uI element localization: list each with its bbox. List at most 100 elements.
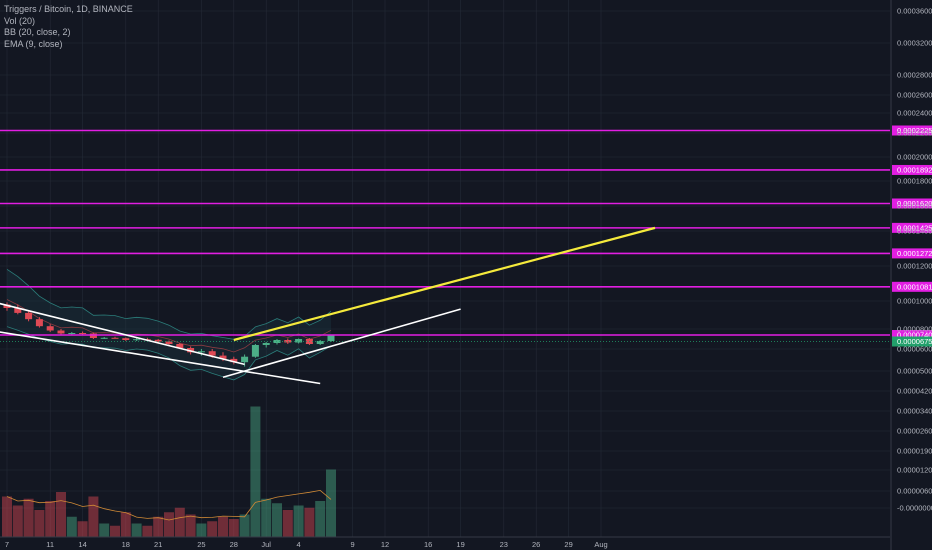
price-level-label: 0.0001081 xyxy=(897,282,932,291)
y-tick-label: -0.0000000 xyxy=(897,504,932,513)
y-tick-label: 0.0000600 xyxy=(897,345,932,354)
volume-bar[interactable] xyxy=(315,501,326,537)
candle[interactable] xyxy=(154,339,162,342)
candle[interactable] xyxy=(230,358,238,363)
candle[interactable] xyxy=(122,338,130,340)
trendline-white[interactable] xyxy=(0,302,245,366)
volume-bar[interactable] xyxy=(250,406,261,538)
candle[interactable] xyxy=(241,356,249,363)
candle[interactable] xyxy=(251,345,259,357)
candle[interactable] xyxy=(79,333,87,334)
legend-ema[interactable]: EMA (9, close) xyxy=(4,38,63,49)
current-price-label: 0.0000675 xyxy=(897,337,932,346)
y-tick-label: 0.0002400 xyxy=(897,109,932,118)
x-tick-label: 29 xyxy=(564,540,572,549)
price-level-label: 0.0001425 xyxy=(897,223,932,232)
volume-bar[interactable] xyxy=(304,507,315,537)
volume-bar[interactable] xyxy=(164,512,174,537)
candle[interactable] xyxy=(197,351,205,353)
candle[interactable] xyxy=(187,348,195,353)
candle[interactable] xyxy=(176,344,184,348)
price-level-tag xyxy=(892,248,932,259)
candle[interactable] xyxy=(316,341,324,344)
legend-bb[interactable]: BB (20, close, 2) xyxy=(4,27,71,37)
volume-bar[interactable] xyxy=(45,501,56,537)
trendline-white[interactable] xyxy=(0,331,321,385)
x-tick-label: 16 xyxy=(424,540,432,549)
volume-bar[interactable] xyxy=(153,516,164,537)
y-tick-label: 0.0000190 xyxy=(897,447,932,456)
volume-bar[interactable] xyxy=(272,503,282,537)
volume-bar[interactable] xyxy=(196,523,207,538)
price-level-label: 0.0001272 xyxy=(897,249,932,258)
volume-bar[interactable] xyxy=(239,514,250,538)
volume-bar[interactable] xyxy=(174,507,185,537)
legend-vol[interactable]: Vol (20) xyxy=(4,15,36,26)
x-tick-label: 7 xyxy=(5,540,9,549)
candle[interactable] xyxy=(25,312,33,320)
volume-bar[interactable] xyxy=(12,505,23,538)
candle[interactable] xyxy=(295,339,303,343)
volume-bar[interactable] xyxy=(23,498,34,537)
candle[interactable] xyxy=(3,304,11,309)
volume-bar[interactable] xyxy=(110,525,120,537)
candle[interactable] xyxy=(68,333,76,334)
price-level-tag xyxy=(892,125,932,136)
volume-bar[interactable] xyxy=(207,521,218,537)
candle[interactable] xyxy=(100,337,108,339)
candle[interactable] xyxy=(57,330,65,334)
candle[interactable] xyxy=(133,339,141,341)
y-tick-label: 0.0001800 xyxy=(897,177,932,186)
trendline-yellow[interactable] xyxy=(233,226,656,342)
candle[interactable] xyxy=(111,337,119,339)
candle[interactable] xyxy=(262,343,270,345)
trendlines-layer xyxy=(0,226,656,385)
price-level-tag xyxy=(892,222,932,233)
chart-legend: Triggers / Bitcoin, 1D, BINANCE Vol (20)… xyxy=(4,4,133,50)
volume-bar[interactable] xyxy=(66,516,77,537)
volume-bar[interactable] xyxy=(88,496,99,538)
y-tick-label: 0.0000500 xyxy=(897,367,932,376)
y-tick-label: 0.0000120 xyxy=(897,466,932,475)
volume-bar[interactable] xyxy=(228,519,239,537)
candle[interactable] xyxy=(46,326,54,331)
volume-bar[interactable] xyxy=(142,525,153,537)
volume-bar[interactable] xyxy=(77,521,88,537)
volume-bar[interactable] xyxy=(185,514,196,538)
x-tick-label: 9 xyxy=(351,540,355,549)
candle[interactable] xyxy=(165,341,173,345)
volume-bar[interactable] xyxy=(2,496,12,538)
candle[interactable] xyxy=(327,335,335,342)
volume-bar[interactable] xyxy=(326,469,336,538)
y-tick-label: 0.0001600 xyxy=(897,202,932,211)
x-tick-label: 4 xyxy=(297,540,301,549)
volume-layer xyxy=(2,406,336,538)
volume-bar[interactable] xyxy=(293,505,304,538)
volume-bar[interactable] xyxy=(56,492,66,537)
volume-bar[interactable] xyxy=(99,523,110,538)
y-tick-label: 0.0003200 xyxy=(897,39,932,48)
volume-bar[interactable] xyxy=(282,510,293,537)
horizontal-levels-layer: 0.00022250.00018920.00016200.00014250.00… xyxy=(0,125,932,347)
legend-title[interactable]: Triggers / Bitcoin, 1D, BINANCE xyxy=(4,4,133,14)
volume-bar[interactable] xyxy=(34,510,45,537)
candle[interactable] xyxy=(284,340,292,343)
x-tick-label: 23 xyxy=(500,540,508,549)
x-tick-label: Jul xyxy=(261,540,271,549)
price-level-tag xyxy=(892,281,932,292)
candle[interactable] xyxy=(14,308,22,313)
trendline-white[interactable] xyxy=(222,308,461,379)
x-tick-label: 14 xyxy=(78,540,86,549)
price-level-tag xyxy=(892,330,932,340)
candle[interactable] xyxy=(208,351,216,356)
volume-bar[interactable] xyxy=(261,498,272,537)
y-tick-label: 0.0000420 xyxy=(897,387,932,396)
candle[interactable] xyxy=(219,355,227,359)
x-tick-label: 28 xyxy=(230,540,238,549)
volume-bar[interactable] xyxy=(131,523,142,538)
volume-bar[interactable] xyxy=(218,516,228,537)
candle[interactable] xyxy=(35,319,43,327)
volume-bar[interactable] xyxy=(120,512,131,537)
